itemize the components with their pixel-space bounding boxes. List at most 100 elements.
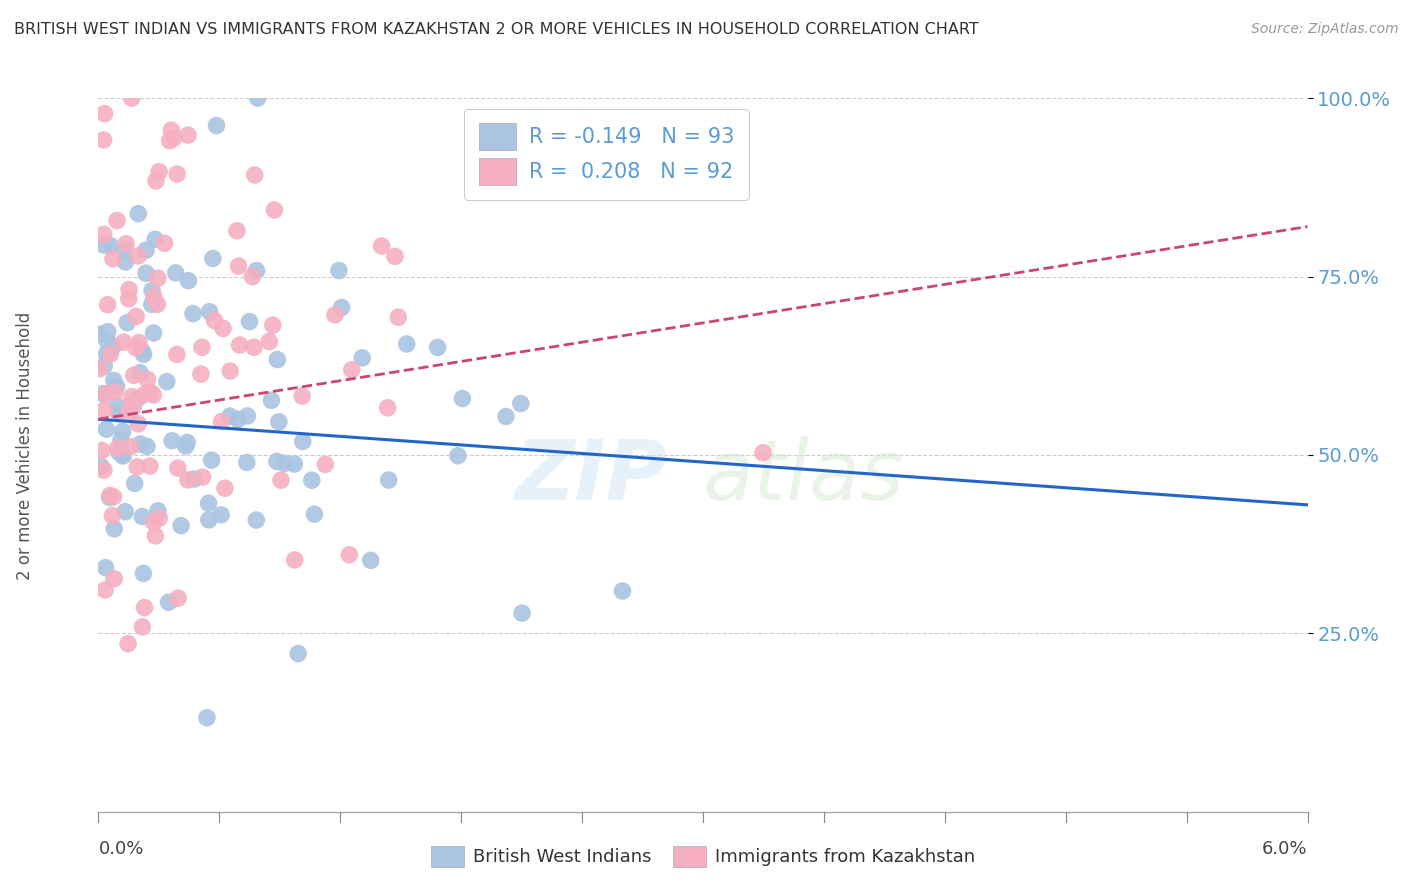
Point <box>94 560 117 574</box>
Point <box>166 347 188 361</box>
Point <box>97 298 120 312</box>
Point <box>129 437 152 451</box>
Point <box>246 91 269 105</box>
Point <box>91 443 114 458</box>
Point <box>135 244 157 258</box>
Point <box>205 119 228 133</box>
Point <box>451 392 474 406</box>
Point <box>103 374 125 388</box>
Point <box>384 249 406 263</box>
Point <box>200 453 222 467</box>
Point <box>93 133 115 147</box>
Point <box>337 548 360 562</box>
Point <box>197 496 219 510</box>
Point <box>612 584 634 599</box>
Point <box>101 252 124 266</box>
Point <box>90 459 112 474</box>
Point <box>226 412 249 426</box>
Point <box>93 359 115 373</box>
Point <box>120 398 142 412</box>
Point <box>125 310 148 324</box>
Point <box>236 455 259 469</box>
Point <box>125 392 148 407</box>
Point <box>340 363 363 377</box>
Point <box>122 368 145 383</box>
Point <box>228 338 250 352</box>
Point <box>242 269 264 284</box>
Point <box>243 340 266 354</box>
Point <box>148 511 170 525</box>
Point <box>105 213 128 227</box>
Point <box>131 509 153 524</box>
Point <box>153 236 176 251</box>
Point <box>352 351 374 365</box>
Point <box>243 168 266 182</box>
Point <box>142 326 165 340</box>
Point <box>127 459 149 474</box>
Point <box>191 470 214 484</box>
Point <box>156 375 179 389</box>
Point <box>127 417 149 431</box>
Text: Source: ZipAtlas.com: Source: ZipAtlas.com <box>1251 22 1399 37</box>
Point <box>426 340 449 354</box>
Point <box>121 91 143 105</box>
Point <box>166 167 188 181</box>
Point <box>160 123 183 137</box>
Point <box>103 522 125 536</box>
Point <box>132 566 155 581</box>
Point <box>93 403 115 417</box>
Point <box>94 386 117 401</box>
Point <box>105 379 128 393</box>
Point <box>509 396 531 410</box>
Point <box>284 553 307 567</box>
Point <box>142 290 165 304</box>
Point <box>183 472 205 486</box>
Point <box>360 553 382 567</box>
Point <box>124 476 146 491</box>
Point <box>304 507 326 521</box>
Point <box>98 489 121 503</box>
Point <box>139 385 162 400</box>
Point <box>160 434 183 448</box>
Point <box>468 136 491 150</box>
Text: 0.0%: 0.0% <box>98 840 143 858</box>
Point <box>177 128 200 142</box>
Point <box>177 473 200 487</box>
Legend: R = -0.149   N = 93, R =  0.208   N = 92: R = -0.149 N = 93, R = 0.208 N = 92 <box>464 109 748 200</box>
Point <box>100 347 122 361</box>
Point <box>125 341 148 355</box>
Point <box>103 490 125 504</box>
Point <box>91 386 114 401</box>
Point <box>136 372 159 386</box>
Point <box>238 315 260 329</box>
Point <box>97 325 120 339</box>
Point <box>218 409 240 424</box>
Point <box>174 439 197 453</box>
Point <box>146 504 169 518</box>
Point <box>291 389 314 403</box>
Point <box>495 409 517 424</box>
Point <box>191 340 214 354</box>
Point <box>101 508 124 523</box>
Point <box>128 335 150 350</box>
Point <box>181 307 204 321</box>
Point <box>262 318 284 332</box>
Point <box>120 440 142 454</box>
Point <box>209 508 232 522</box>
Point <box>114 255 136 269</box>
Point <box>330 301 353 315</box>
Point <box>146 297 169 311</box>
Point <box>104 385 127 400</box>
Point <box>136 439 159 453</box>
Point <box>260 393 283 408</box>
Text: ZIP: ZIP <box>515 436 666 516</box>
Point <box>122 400 145 414</box>
Point <box>245 263 267 277</box>
Point <box>131 620 153 634</box>
Point <box>259 334 281 349</box>
Point <box>176 435 198 450</box>
Point <box>112 335 135 350</box>
Point <box>121 390 143 404</box>
Point <box>114 505 136 519</box>
Point <box>226 224 249 238</box>
